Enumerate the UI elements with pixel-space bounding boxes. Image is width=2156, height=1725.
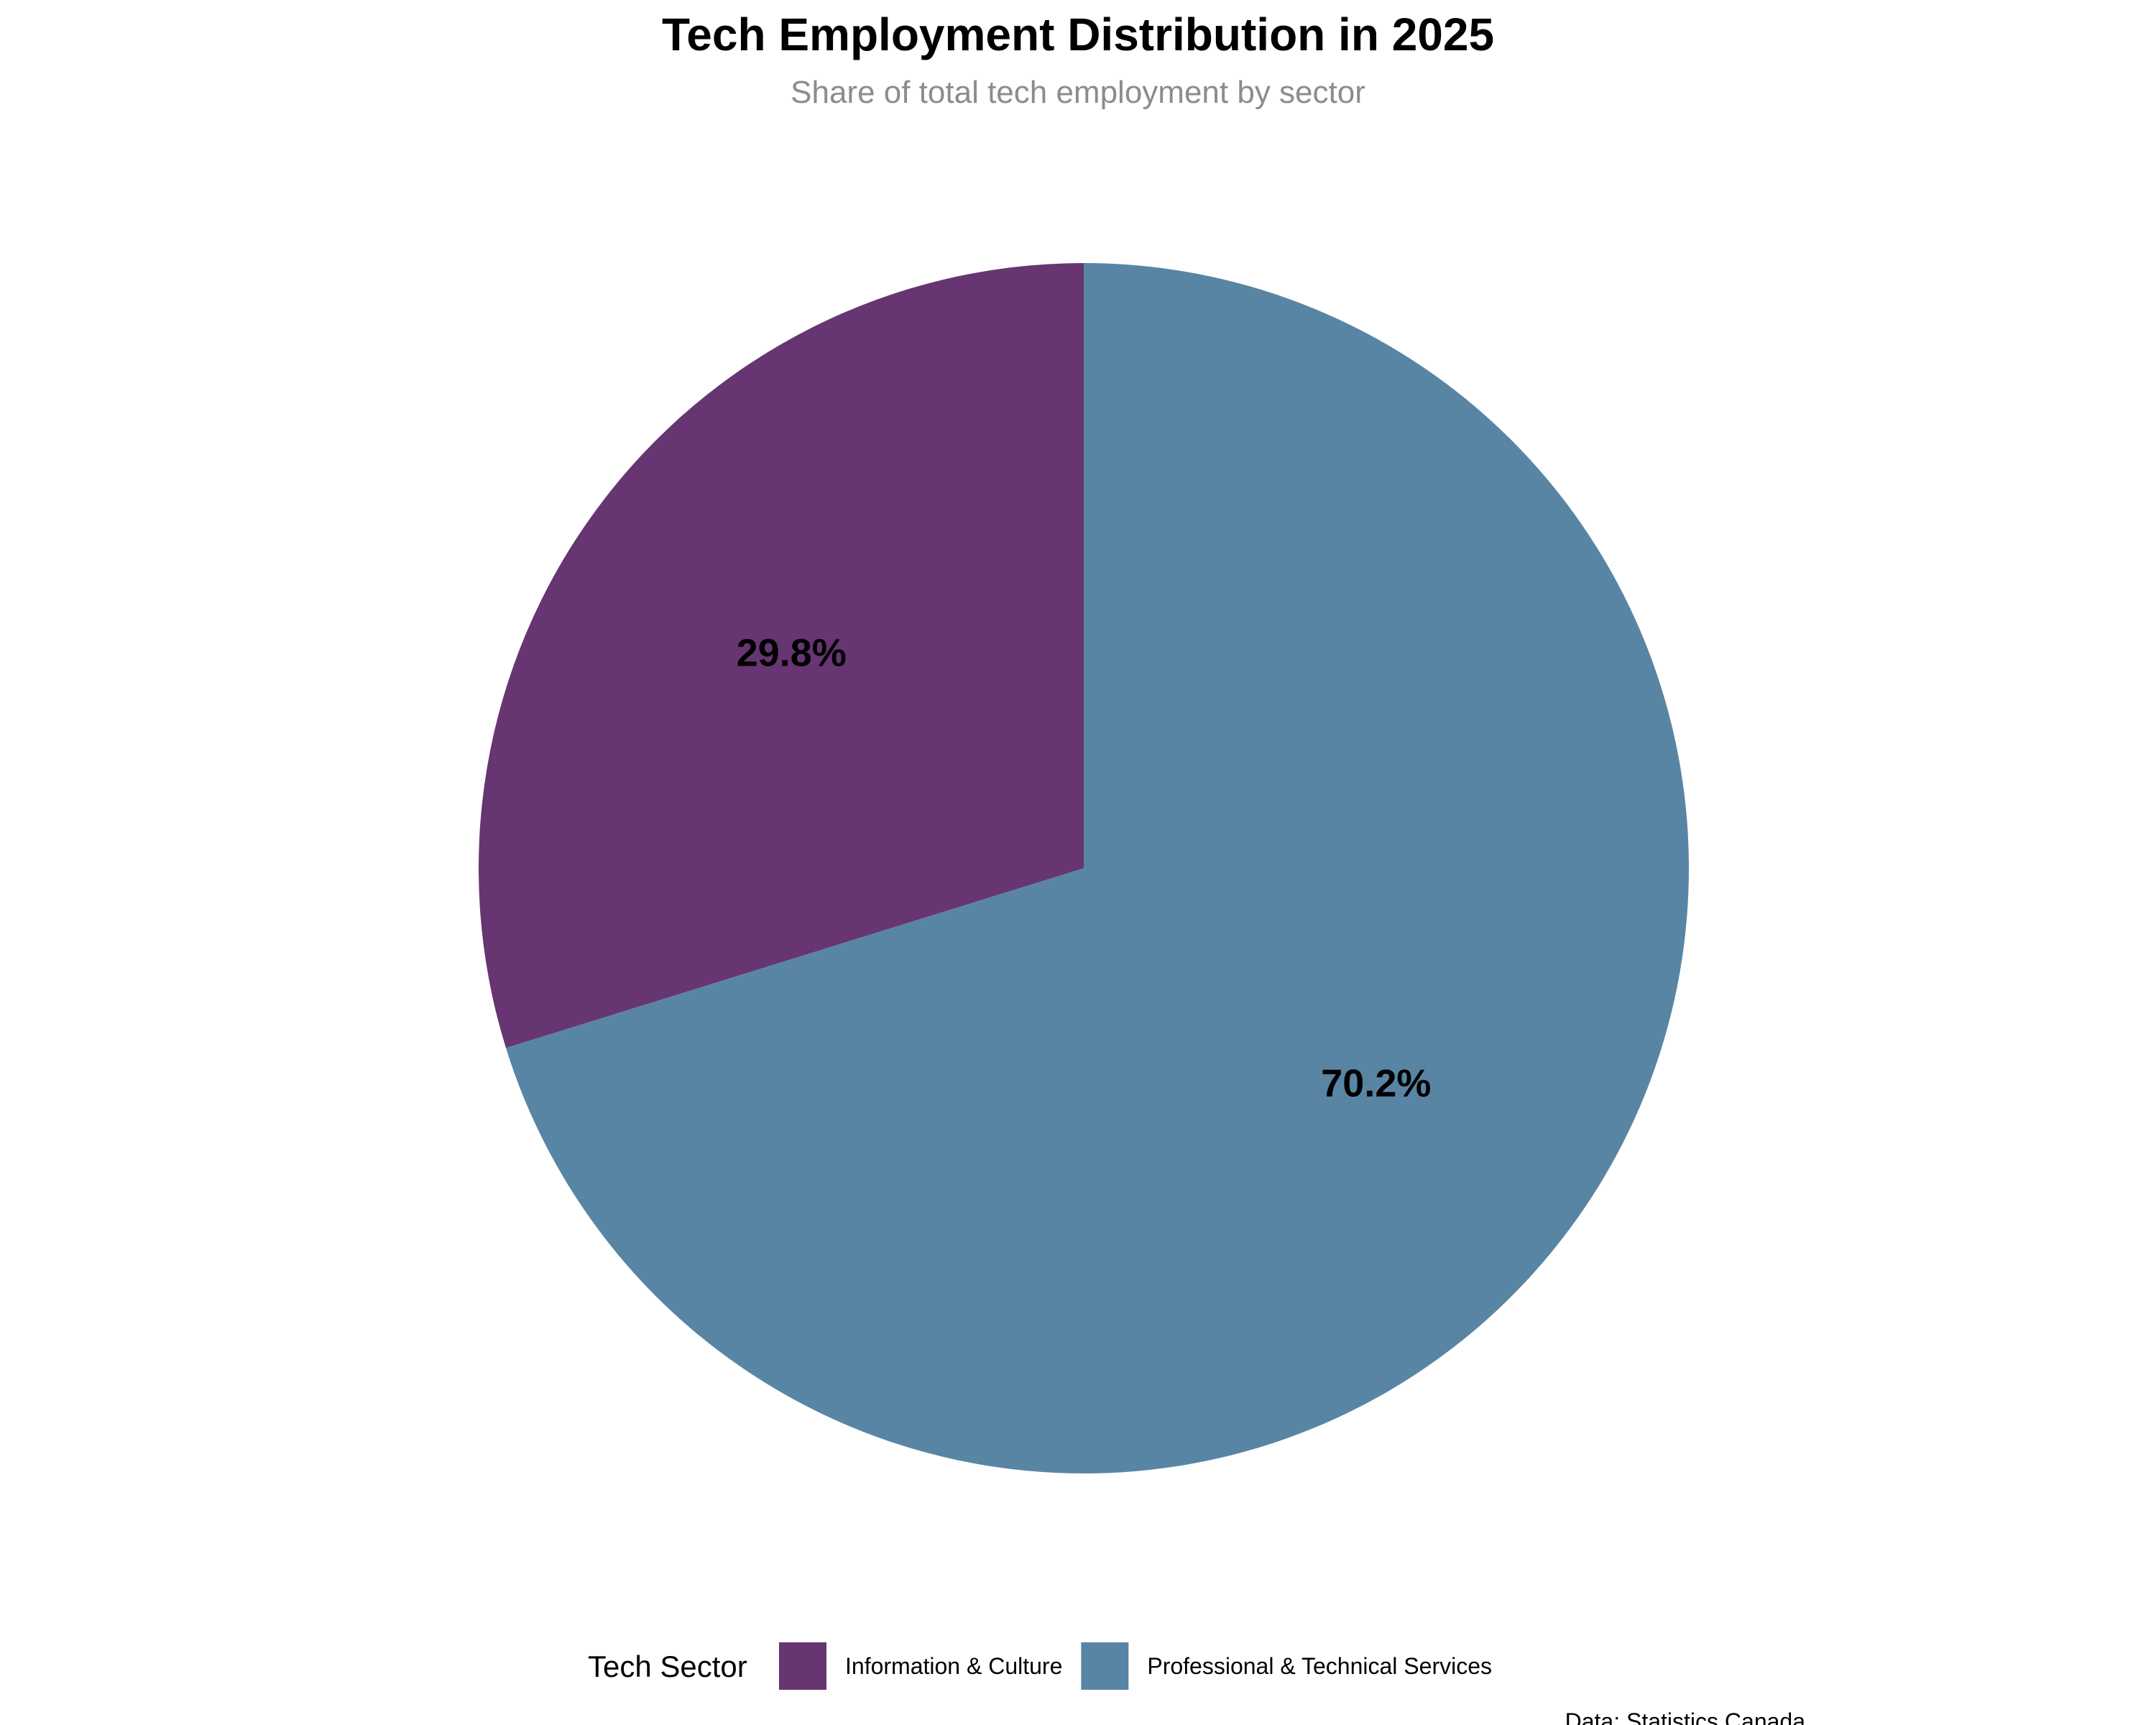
legend-item-1: Professional & Technical Services <box>1081 1642 1492 1690</box>
legend-items: Information & Culture Professional & Tech… <box>779 1642 1492 1690</box>
pie-slices <box>478 263 1689 1473</box>
pie-slice-0 <box>478 263 1084 1049</box>
legend-swatch-0 <box>779 1642 826 1690</box>
chart-caption: Data: Statistics Canada <box>1565 1708 1806 1725</box>
pie-slice-labels: 29.8% 70.2% <box>737 631 1432 1105</box>
legend-label-0: Information & Culture <box>845 1653 1062 1679</box>
slice-label-0: 29.8% <box>737 631 847 674</box>
legend-title: Tech Sector <box>588 1650 747 1683</box>
legend-swatch-1 <box>1081 1642 1129 1690</box>
legend-label-1: Professional & Technical Services <box>1147 1653 1492 1679</box>
chart-title: Tech Employment Distribution in 2025 <box>662 9 1494 60</box>
legend-item-0: Information & Culture <box>779 1642 1062 1690</box>
slice-label-1: 70.2% <box>1321 1062 1431 1105</box>
chart-subtitle: Share of total tech employment by sector <box>791 75 1365 110</box>
pie-slice-1 <box>506 263 1689 1473</box>
legend: Tech Sector Information & Culture Profess… <box>588 1642 1492 1690</box>
